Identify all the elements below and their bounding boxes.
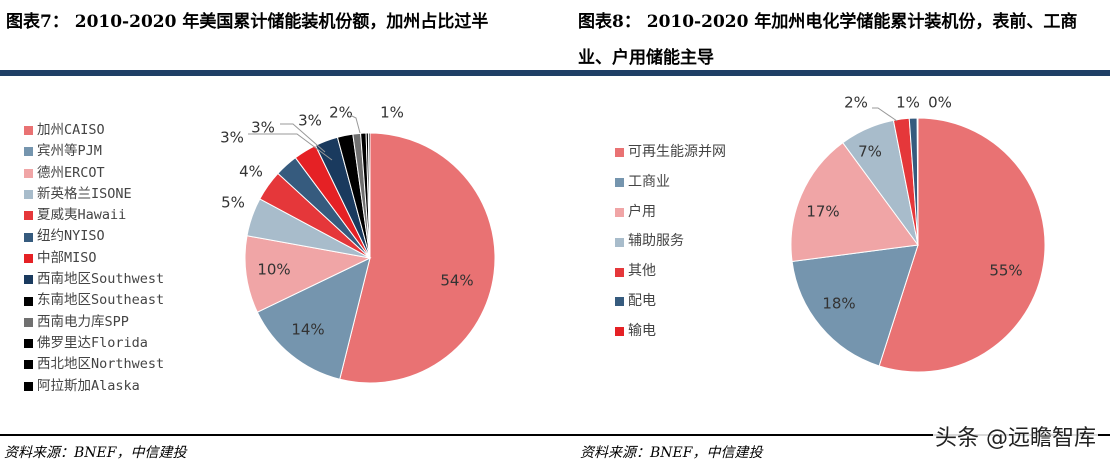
- legend-swatch: [615, 267, 624, 277]
- data-label: 10%: [257, 261, 290, 279]
- leader-line: [872, 107, 898, 122]
- legend-label: 加州CAISO: [37, 122, 105, 138]
- legend-item: 宾州等PJM: [24, 141, 164, 162]
- data-label: 1%: [380, 104, 404, 122]
- legend-label: 纽约NYISO: [37, 228, 105, 245]
- title-divider: [0, 70, 1110, 76]
- footer-divider: [0, 434, 1110, 436]
- legend-swatch: [24, 232, 33, 242]
- legend-label: 中部MISO: [37, 249, 97, 266]
- legend-swatch: [615, 237, 624, 247]
- pie-slice: [339, 132, 496, 384]
- legend-swatch: [615, 148, 624, 158]
- data-label: 18%: [822, 295, 855, 313]
- legend-item: 可再生能源并网: [615, 138, 726, 168]
- legend-item: 工商业: [615, 168, 726, 198]
- leader-line: [248, 133, 333, 161]
- watermark: 头条 @远瞻智库: [933, 420, 1098, 452]
- legend-label: 其他: [628, 263, 656, 280]
- legend-label: 可再生能源并网: [628, 144, 726, 160]
- data-label: 54%: [440, 272, 473, 290]
- legend-swatch: [24, 190, 33, 200]
- legend-item: 户用: [615, 198, 726, 228]
- data-label: 1%: [896, 94, 920, 112]
- legend-swatch: [24, 381, 33, 391]
- source-left: 资料来源：BNEF，中信建投: [4, 445, 187, 461]
- data-label: 3%: [298, 112, 322, 130]
- legend-item: 其他: [615, 257, 726, 287]
- legend-swatch: [615, 178, 624, 188]
- data-label: 17%: [806, 203, 839, 221]
- legend-swatch: [24, 339, 33, 349]
- legend-label: 新英格兰ISONE: [37, 185, 132, 202]
- pie-slice: [790, 141, 919, 263]
- pie-slice: [916, 117, 919, 246]
- data-label: 5%: [221, 194, 245, 212]
- pie-slice: [256, 257, 371, 380]
- pie-slice: [367, 132, 371, 259]
- legend-label: 西南电力库SPP: [37, 313, 129, 330]
- pie-slice: [244, 235, 372, 313]
- data-label: 3%: [251, 119, 275, 137]
- legend-swatch: [24, 360, 33, 370]
- legend-item: 加州CAISO: [24, 120, 164, 141]
- legend-item: 纽约NYISO: [24, 226, 164, 247]
- legend-label: 阿拉斯加Alaska: [37, 377, 140, 394]
- legend-item: 佛罗里达Florida: [24, 333, 164, 354]
- data-label: 14%: [291, 321, 324, 339]
- leader-line: [349, 114, 361, 134]
- legend-label: 德州ERCOT: [37, 164, 105, 181]
- data-label: 2%: [329, 104, 353, 122]
- legend-item: 西南地区Southwest: [24, 269, 164, 290]
- legend-item: 辅助服务: [615, 227, 726, 257]
- data-label: 0%: [928, 94, 952, 112]
- source-right: 资料来源：BNEF，中信建投: [580, 445, 763, 461]
- legend-label: 佛罗里达Florida: [37, 334, 148, 351]
- pie-slice: [878, 117, 1046, 373]
- legend-item: 东南地区Southeast: [24, 290, 164, 311]
- legend-label: 输电: [628, 322, 656, 339]
- legend-right: 可再生能源并网 工商业户用辅助服务其他配电输电: [615, 138, 726, 347]
- legend-swatch: [615, 207, 624, 217]
- legend-label: 宾州等PJM: [37, 143, 102, 160]
- legend-label: 户用: [628, 203, 656, 220]
- leader-line: [280, 123, 326, 153]
- legend-item: 中部MISO: [24, 248, 164, 269]
- data-label: 7%: [858, 143, 882, 161]
- data-label: 2%: [844, 94, 868, 112]
- chart-title-right: 图表8： 2010-2020 年加州电化学储能累计装机份，表前、工商业、户用储能…: [578, 12, 1078, 68]
- legend-item: 夏威夷Hawaii: [24, 205, 164, 226]
- legend-swatch: [615, 297, 624, 307]
- data-label: 3%: [220, 129, 244, 147]
- legend-item: 德州ERCOT: [24, 163, 164, 184]
- legend-item: 西北地区Northwest: [24, 354, 164, 375]
- legend-label: 东南地区Southeast: [37, 292, 165, 309]
- legend-label: 西南地区Southwest: [37, 271, 165, 288]
- data-label: 55%: [989, 262, 1022, 280]
- legend-swatch: [24, 126, 33, 136]
- legend-swatch: [615, 327, 624, 337]
- legend-swatch: [24, 211, 33, 221]
- legend-label: 辅助服务: [628, 233, 684, 250]
- legend-swatch: [24, 296, 33, 306]
- legend-label: 工商业: [628, 173, 670, 190]
- pie-slice: [791, 244, 919, 367]
- legend-left: 加州CAISO 宾州等PJM 德州ERCOT 新英格兰ISONE 夏威夷Hawaii 纽约…: [24, 120, 164, 397]
- legend-swatch: [24, 317, 33, 327]
- legend-swatch: [24, 253, 33, 263]
- legend-swatch: [24, 168, 33, 178]
- legend-item: 新英格兰ISONE: [24, 184, 164, 205]
- chart-title-left: 图表7： 2010-2020 年美国累计储能装机份额，加州占比过半: [6, 12, 489, 32]
- legend-swatch: [24, 275, 33, 285]
- legend-item: 阿拉斯加Alaska: [24, 376, 164, 397]
- legend-item: 配电: [615, 287, 726, 317]
- legend-item: 西南电力库SPP: [24, 312, 164, 333]
- data-label: 4%: [239, 163, 263, 181]
- legend-swatch: [24, 147, 33, 157]
- legend-item: 输电: [615, 317, 726, 347]
- legend-label: 配电: [628, 292, 656, 309]
- legend-label: 西北地区Northwest: [37, 356, 165, 373]
- legend-label: 夏威夷Hawaii: [37, 207, 127, 224]
